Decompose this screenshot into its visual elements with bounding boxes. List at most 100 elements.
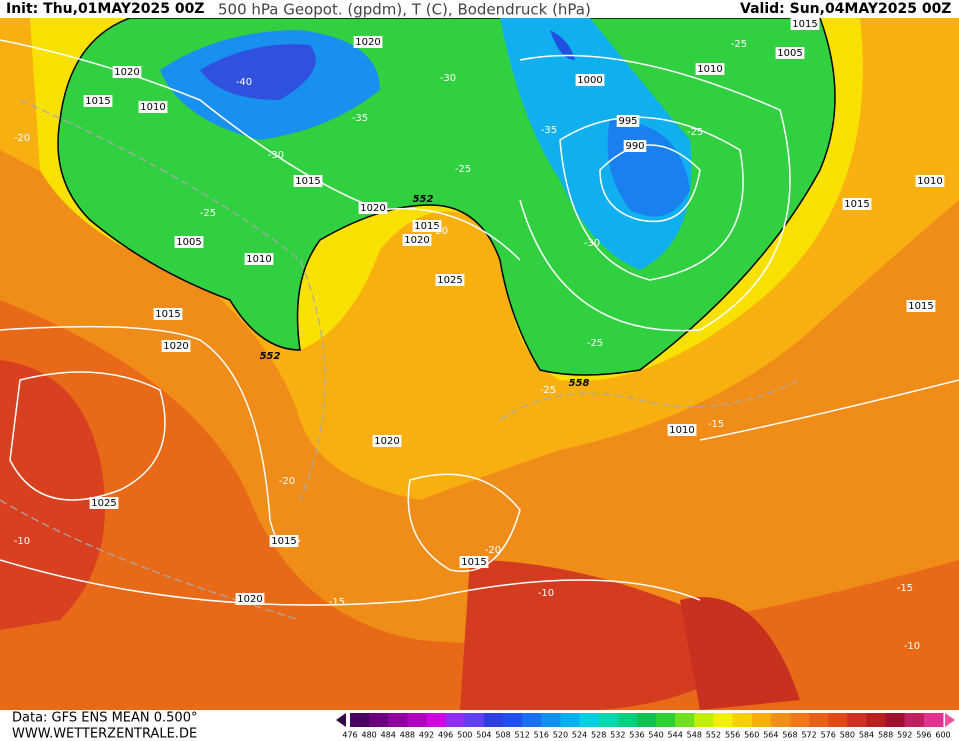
map-title: 500 hPa Geopot. (gpdm), T (C), Bodendruc… xyxy=(218,1,591,19)
legend-label: 564 xyxy=(763,731,778,740)
temperature-label: -20 xyxy=(432,226,448,237)
legend-swatch xyxy=(866,713,887,727)
legend-swatch xyxy=(923,713,944,727)
legend-swatch xyxy=(694,713,714,727)
legend-swatch xyxy=(675,713,695,727)
legend-label: 592 xyxy=(897,731,912,740)
legend-label: 528 xyxy=(591,731,606,740)
isobar-label-box xyxy=(412,220,442,232)
isobar-label: 1015 xyxy=(908,301,933,312)
legend-swatch xyxy=(885,713,906,727)
isobar-label-box xyxy=(915,175,945,187)
isobar-label: 1010 xyxy=(246,254,271,265)
legend-label: 516 xyxy=(534,731,549,740)
legend-swatch xyxy=(388,713,408,727)
geopotential-label: 552 xyxy=(260,351,281,362)
legend-swatch xyxy=(770,713,791,727)
isobar-label: 1015 xyxy=(271,536,296,547)
legend-label: 492 xyxy=(419,731,434,740)
temperature-label: -10 xyxy=(538,588,554,599)
isobar-label: 995 xyxy=(618,116,637,127)
isobar-label: 1020 xyxy=(237,594,262,605)
legend-swatch xyxy=(483,713,504,727)
legend-swatch xyxy=(541,713,561,727)
isobar-label: 1020 xyxy=(355,37,380,48)
legend-label: 576 xyxy=(821,731,836,740)
temperature-label: -25 xyxy=(455,164,471,175)
isobar-label-box xyxy=(616,115,640,127)
legend-swatch xyxy=(426,713,447,727)
temperature-label: -20 xyxy=(14,133,30,144)
legend-swatch xyxy=(407,713,428,727)
legend-swatch xyxy=(522,713,542,727)
isobar-label: 1020 xyxy=(163,341,188,352)
geopotential-label: 558 xyxy=(569,378,590,389)
geopotential-label: 552 xyxy=(413,194,434,205)
legend-swatch xyxy=(789,713,810,727)
isobar-label: 1010 xyxy=(140,102,165,113)
legend-label: 496 xyxy=(438,731,453,740)
isobar-label: 1025 xyxy=(91,498,116,509)
isobar-label: 1020 xyxy=(114,67,139,78)
isobar-label: 1005 xyxy=(777,48,802,59)
legend-swatch xyxy=(904,713,925,727)
isobar-label-box xyxy=(235,593,265,605)
legend-swatch xyxy=(732,713,753,727)
temperature-label: -25 xyxy=(200,208,216,219)
legend-label: 596 xyxy=(916,731,931,740)
isobar-label: 1010 xyxy=(917,176,942,187)
legend-label: 600 xyxy=(935,731,950,740)
legend-label: 504 xyxy=(476,731,491,740)
legend-label: 588 xyxy=(878,731,893,740)
isobar-label-box xyxy=(138,101,168,113)
isobar-label: 1010 xyxy=(669,425,694,436)
isobar-label-box xyxy=(244,253,274,265)
temperature-label: -30 xyxy=(268,150,284,161)
isobar-label-box xyxy=(293,175,323,187)
temperature-label: -25 xyxy=(587,338,603,349)
temperature-label: -30 xyxy=(440,73,456,84)
legend-swatch xyxy=(751,713,772,727)
isobar-label-box xyxy=(174,236,204,248)
legend-swatch xyxy=(713,713,734,727)
legend-arrow xyxy=(945,713,955,727)
legend-label: 480 xyxy=(361,731,376,740)
isobar-label-box xyxy=(161,340,191,352)
temperature-label: -10 xyxy=(14,536,30,547)
legend-label: 524 xyxy=(572,731,587,740)
isobar-label-box xyxy=(790,18,820,30)
isobar-label: 1005 xyxy=(176,237,201,248)
isobar-label-box xyxy=(667,424,697,436)
isobar-label-box xyxy=(459,556,489,568)
legend-label: 476 xyxy=(342,731,357,740)
temperature-label: -35 xyxy=(541,125,557,136)
legend-swatch xyxy=(809,713,829,727)
legend-swatch xyxy=(617,713,638,727)
isobar-label: 1015 xyxy=(792,19,817,30)
legend-arrow xyxy=(336,713,346,727)
isobar-label: 1015 xyxy=(85,96,110,107)
isobar-label-box xyxy=(269,535,299,547)
legend-swatch xyxy=(598,713,619,727)
legend-label: 508 xyxy=(495,731,510,740)
legend-label: 532 xyxy=(610,731,625,740)
temperature-label: -25 xyxy=(540,385,556,396)
legend-label: 568 xyxy=(782,731,797,740)
site-url: WWW.WETTERZENTRALE.DE xyxy=(12,727,197,741)
temperature-label: -15 xyxy=(708,419,724,430)
legend-label: 512 xyxy=(515,731,530,740)
legend-swatch xyxy=(579,713,600,727)
header-bar xyxy=(0,0,959,18)
legend-label: 520 xyxy=(553,731,568,740)
isobar-label: 1010 xyxy=(697,64,722,75)
legend-label: 544 xyxy=(668,731,683,740)
legend-label: 548 xyxy=(687,731,702,740)
isobar-label: 1015 xyxy=(295,176,320,187)
temperature-label: -10 xyxy=(904,641,920,652)
init-time: Init: Thu,01MAY2025 00Z xyxy=(6,1,204,17)
isobar-label-box xyxy=(575,74,605,86)
legend-label: 580 xyxy=(840,731,855,740)
legend-swatch xyxy=(636,713,657,727)
isobar-label: 1015 xyxy=(844,199,869,210)
